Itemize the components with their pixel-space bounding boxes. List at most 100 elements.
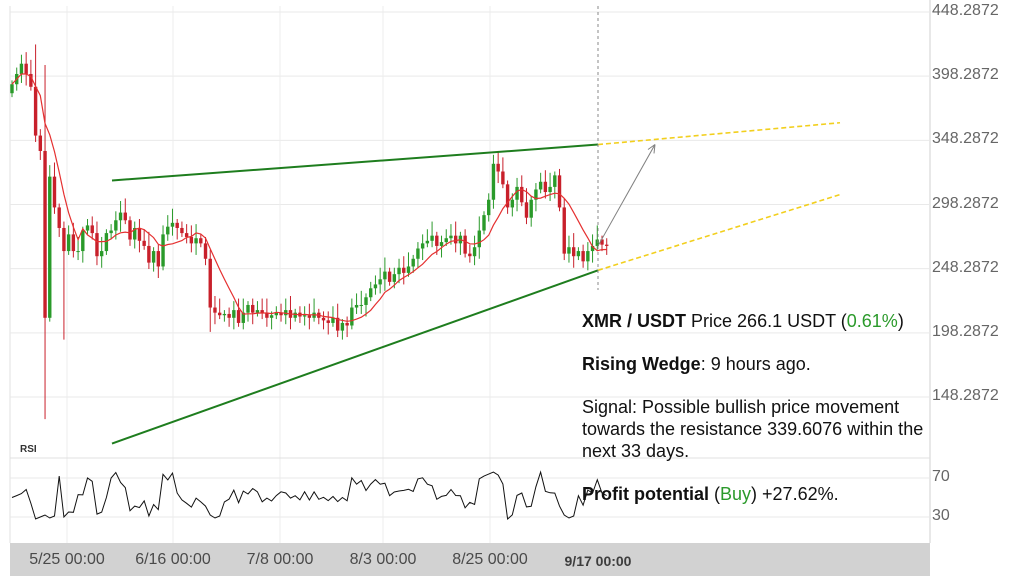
candle-body [170, 222, 175, 227]
candle-body [302, 315, 307, 317]
candle-body [496, 163, 500, 172]
candle-body [590, 245, 595, 252]
signal-text: Signal: Possible bullish price movement … [582, 397, 924, 461]
candle-body [142, 240, 146, 246]
candle-body [62, 227, 66, 252]
candle-body [581, 251, 585, 262]
y-tick-label: 398.2872 [932, 66, 999, 84]
candle-body [123, 212, 127, 221]
target-arrow [597, 144, 656, 247]
current-time-label: 9/17 00:00 [564, 553, 632, 569]
candle-body [383, 271, 387, 280]
profit-label: Profit potential [582, 484, 709, 504]
candle-body [378, 279, 382, 285]
candle-body [354, 304, 359, 308]
candle-body [416, 248, 420, 259]
wedge-resistance-line [111, 143, 599, 182]
candle-body [194, 238, 198, 244]
candle-body [482, 215, 486, 231]
x-tick-label: 6/16 00:00 [135, 551, 211, 568]
candle-body [439, 242, 444, 246]
candle-body [217, 312, 222, 316]
y-tick-label: 448.2872 [932, 2, 999, 19]
candle-body [99, 251, 104, 257]
candle-body [43, 150, 47, 318]
candle-body [213, 307, 217, 313]
y-tick-label: 148.2872 [932, 387, 999, 404]
candle-body [293, 312, 297, 318]
candle-body [453, 235, 458, 244]
candle-body [57, 207, 61, 228]
candle-body [246, 304, 250, 313]
candle-body [156, 251, 161, 267]
candle-body [81, 230, 85, 252]
candle-body [340, 322, 345, 331]
pattern-line: Rising Wedge: 9 hours ago. [582, 353, 927, 375]
candle-body [232, 310, 236, 318]
candle-body [402, 267, 406, 273]
candle-body [335, 317, 340, 331]
candle-body [477, 230, 481, 248]
profit-line: Profit potential (Buy) +27.62%. [582, 484, 839, 504]
candle-body [515, 186, 519, 200]
y-tick-label: 248.2872 [932, 258, 999, 276]
candle-body [180, 227, 184, 234]
projected-support-line [597, 193, 841, 272]
candle-body [274, 312, 279, 316]
candle-body [557, 175, 562, 208]
candle-body [600, 239, 604, 245]
rsi-label: RSI [20, 444, 37, 455]
profit-value: +27.62%. [762, 484, 839, 504]
rsi-tick-label: 70 [932, 468, 950, 485]
candle-body [392, 274, 397, 282]
candle-body [29, 73, 33, 87]
moving-average-line [11, 73, 607, 322]
candle-body [576, 251, 581, 257]
candle-body [38, 135, 43, 151]
candle-body [571, 247, 576, 257]
candle-body [553, 175, 557, 187]
pair-name: XMR / USDT [582, 311, 687, 331]
x-axis-bar [10, 543, 930, 576]
candle-body [166, 226, 170, 235]
candle-body [227, 313, 231, 318]
candle-body [520, 186, 524, 203]
candle-body [472, 247, 477, 257]
x-tick-label: 8/25 00:00 [452, 551, 528, 568]
pair-line: XMR / USDT Price 266.1 USDT (0.61%) [582, 311, 904, 331]
candle-body [269, 315, 274, 318]
rsi-line [11, 470, 607, 520]
candle-body [241, 312, 245, 323]
candle-body [586, 251, 590, 262]
candle-body [605, 244, 609, 246]
candle-body [420, 243, 425, 249]
candle-body [307, 315, 312, 318]
candle-body [137, 227, 142, 241]
candle-body [284, 310, 288, 316]
rsi-tick-label: 30 [932, 507, 950, 524]
y-tick-label: 198.2872 [932, 322, 999, 340]
pattern-name: Rising Wedge [582, 354, 701, 374]
candle-body [208, 258, 212, 308]
candle-body [133, 227, 137, 240]
candle-body [66, 234, 71, 252]
candle-body [184, 233, 189, 237]
candle-body [529, 199, 533, 218]
candle-body [595, 239, 599, 246]
candle-body [491, 163, 496, 200]
candle-body [548, 186, 552, 193]
candle-body [373, 284, 378, 289]
candle-body [109, 230, 113, 234]
candle-body [128, 220, 132, 240]
wedge-support-line [111, 269, 599, 445]
y-tick-label: 348.2872 [932, 130, 999, 148]
x-tick-label: 8/3 00:00 [349, 551, 417, 568]
candle-body [463, 235, 467, 254]
candle-body [118, 212, 123, 221]
candle-body [85, 225, 90, 231]
candle-body [364, 297, 368, 305]
candle-body [538, 181, 543, 190]
candle-body [534, 189, 538, 200]
candle-body [104, 233, 109, 252]
candle-body [430, 235, 434, 241]
